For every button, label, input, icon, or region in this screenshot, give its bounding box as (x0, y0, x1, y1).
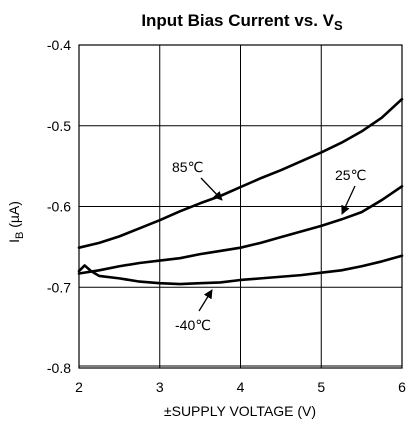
series-line-3 (77, 254, 404, 286)
y-tick-label: -0.7 (47, 279, 71, 295)
plot-area-border (78, 44, 403, 369)
series-line-1 (77, 97, 404, 249)
y-axis-label-main: I (6, 239, 22, 243)
series-line-2 (77, 185, 404, 275)
y-tick-label: -0.4 (47, 37, 71, 53)
x-axis-label: ±SUPPLY VOLTAGE (V) (164, 403, 316, 419)
annotation-label: 25℃ (335, 167, 366, 183)
y-tick-label: -0.5 (47, 118, 71, 134)
y-axis-label-subscript: B (14, 232, 26, 239)
x-tick-label: 2 (75, 379, 83, 395)
annotation-arrow (200, 177, 223, 201)
annotations: 85℃ 25℃ -40℃ (172, 159, 366, 333)
annotation-arrow (198, 289, 213, 312)
x-tick-label: 4 (237, 379, 245, 395)
axis-ticks: 2 3 4 5 6 -0.4 -0.5 -0.6 -0.7 -0.8 (47, 37, 406, 395)
x-tick-label: 3 (156, 379, 164, 395)
annotation-label: 85℃ (172, 159, 203, 175)
grid-lines (79, 45, 402, 368)
annotation-label: -40℃ (175, 317, 211, 333)
annotation-arrow (341, 185, 356, 215)
x-tick-label: 6 (398, 379, 406, 395)
chart-title-subscript: S (334, 18, 343, 33)
x-tick-label: 5 (317, 379, 325, 395)
y-tick-label: -0.8 (47, 360, 71, 376)
y-axis-label-units: (µA) (6, 201, 22, 232)
chart-title: Input Bias Current vs. VS (141, 11, 343, 33)
y-axis-label: IB (µA) (6, 201, 26, 243)
plot-frame (78, 44, 403, 369)
series-lines (77, 97, 404, 286)
y-tick-label: -0.6 (47, 199, 71, 215)
chart-title-main: Input Bias Current vs. V (141, 11, 334, 30)
